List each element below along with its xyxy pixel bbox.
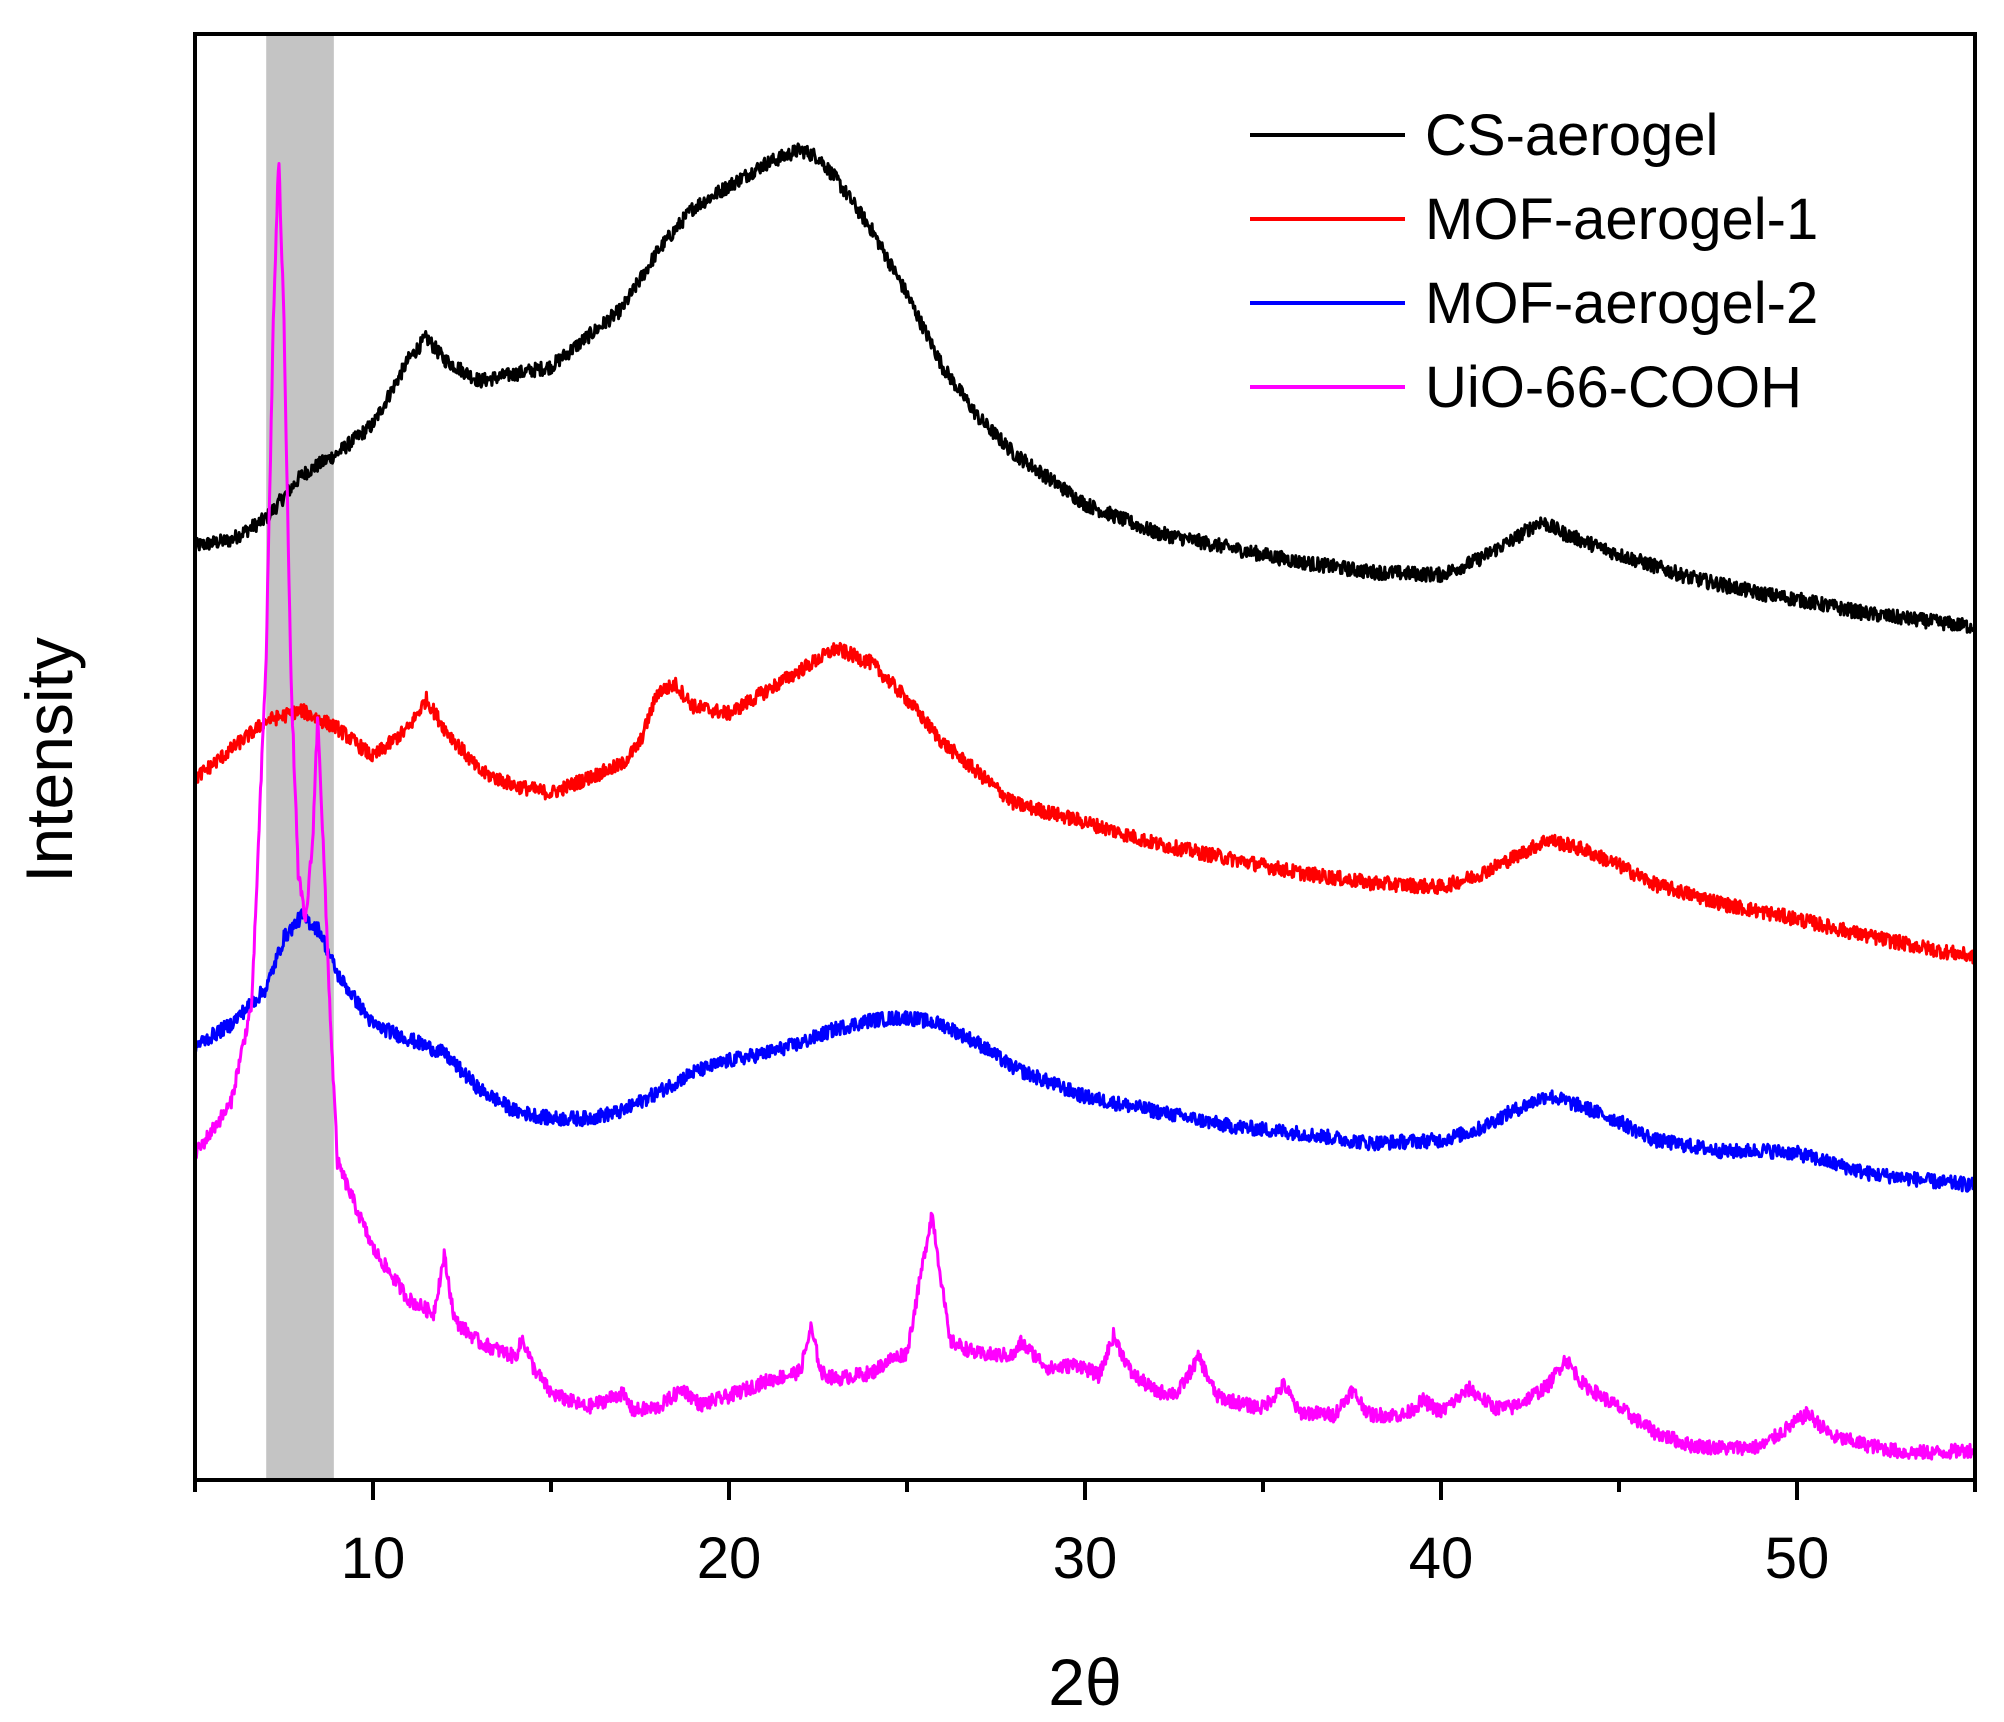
y-axis-title: Intensity (12, 637, 86, 883)
series-layer (193, 142, 1977, 1461)
x-tick-label: 20 (697, 1526, 762, 1591)
x-axis-ticks (193, 1480, 1977, 1500)
legend-label: CS-aerogel (1425, 103, 1718, 168)
series-line-cs-aerogel (193, 142, 1977, 634)
legend-label: MOF-aerogel-2 (1425, 271, 1818, 336)
x-axis-title: 2θ (1048, 1645, 1121, 1719)
series-line-mof-aerogel-1 (193, 641, 1977, 965)
legend-label: MOF-aerogel-1 (1425, 187, 1818, 252)
legend-label: UiO-66-COOH (1425, 355, 1802, 420)
highlight-band (266, 34, 334, 1480)
x-tick-label: 10 (341, 1526, 406, 1591)
x-tick-label: 40 (1409, 1526, 1474, 1591)
legend: CS-aerogel MOF-aerogel-1 MOF-aerogel-2 UiO-… (1250, 103, 1818, 420)
series-line-mof-aerogel-2 (193, 908, 1977, 1193)
series-line-uio-66-cooh (193, 162, 1977, 1461)
x-tick-label: 30 (1053, 1526, 1118, 1591)
x-axis-tick-labels: 10 20 30 40 50 (341, 1526, 1830, 1591)
x-tick-label: 50 (1765, 1526, 1830, 1591)
